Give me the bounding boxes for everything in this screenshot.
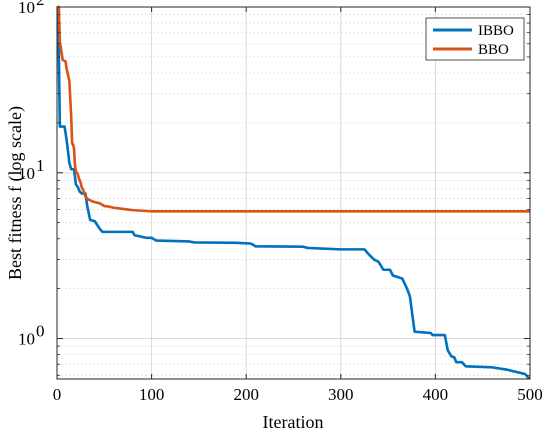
y-tick-labels: 100101102: [18, 0, 45, 349]
y-tick-label-exponent: 2: [36, 0, 45, 9]
y-tick-label-base: 10: [18, 164, 35, 183]
series-lines: [56, 5, 530, 380]
legend-label-bbo: BBO: [478, 42, 509, 58]
x-tick-label: 200: [233, 385, 259, 404]
x-axis-label: Iteration: [263, 412, 324, 432]
legend: IBBO BBO: [425, 17, 525, 61]
y-axis-label: Best fitness f (log scale): [5, 106, 26, 280]
ticks: [56, 6, 531, 379]
x-tick-labels: 0 100 200 300 400 500: [53, 385, 543, 404]
plot-background: [57, 7, 530, 379]
x-tick-label: 0: [53, 385, 62, 404]
y-tick-label: 10 0: [18, 322, 45, 349]
y-tick-label: 10 1: [18, 156, 45, 183]
x-tick-label: 400: [423, 385, 449, 404]
y-tick-label-exponent: 0: [36, 322, 45, 341]
x-tick-label: 100: [139, 385, 165, 404]
x-tick-label: 500: [517, 385, 543, 404]
plot-frame: [56, 6, 531, 380]
y-tick-label-base: 10: [18, 330, 35, 349]
x-tick-label: 300: [328, 385, 354, 404]
y-tick-label-base: 10: [18, 0, 35, 17]
legend-box: [425, 17, 525, 61]
legend-label-ibbo: IBBO: [478, 23, 514, 39]
series-line-ibbo: [56, 5, 530, 380]
series-line-bbo: [57, 5, 530, 213]
y-tick-label-exponent: 1: [36, 156, 45, 175]
y-tick-label: 102: [18, 0, 45, 17]
